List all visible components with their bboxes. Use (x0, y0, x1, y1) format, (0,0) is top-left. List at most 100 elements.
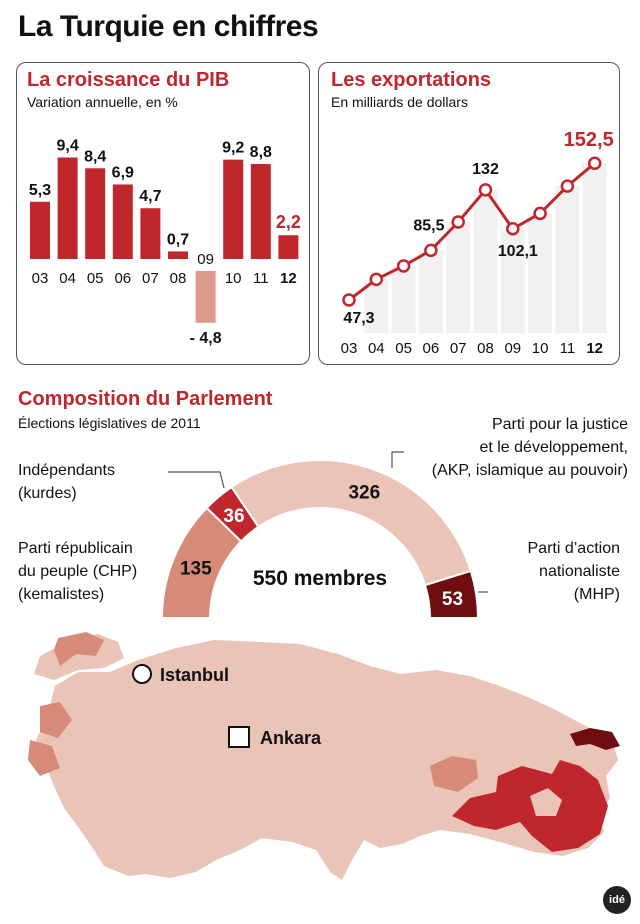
exports-point (506, 222, 520, 236)
turkey-map: Istanbul Ankara (28, 632, 620, 880)
gdp-value-label: - 4,8 (190, 330, 222, 347)
gdp-value-label: 0,7 (167, 231, 189, 248)
gdp-value-label: 9,2 (222, 140, 244, 157)
chp-region-coast (28, 740, 60, 776)
gdp-value-label: 4,7 (139, 188, 161, 205)
gdp-bar (140, 208, 161, 259)
parliament-slice-label: 135 (180, 559, 212, 580)
gdp-bar (112, 184, 133, 259)
akp-pocket (530, 788, 562, 816)
gdp-bar (250, 163, 271, 259)
exports-chart-panel: Les exportations En milliards de dollars… (318, 62, 620, 365)
gdp-category-label: 11 (253, 270, 269, 287)
exports-series-line (348, 162, 596, 302)
exports-value-label: 102,1 (498, 243, 538, 260)
chp-label: Parti républicain du peuple (CHP) (kemal… (18, 537, 137, 606)
exports-category-label: 12 (586, 340, 603, 357)
ind-label-line: (kurdes) (18, 485, 77, 502)
ind-label-line: Indépendants (18, 462, 115, 479)
chp-region-east (430, 756, 478, 792)
exports-category-label: 09 (504, 340, 521, 357)
exports-shade-column (391, 265, 416, 333)
exports-category-label: 03 (341, 340, 358, 357)
gdp-category-label: 08 (170, 270, 187, 287)
akp-label-line: (AKP, islamique au pouvoir) (431, 462, 628, 479)
gdp-bar (278, 235, 299, 259)
exports-point (369, 272, 384, 287)
chp-label-line: Parti républicain (18, 540, 133, 557)
akp-label-line: et le développement, (479, 439, 628, 456)
independents-label: Indépendants (kurdes) (18, 459, 115, 505)
gdp-value-label: 5,3 (29, 182, 51, 199)
mhp-label-line: (MHP) (573, 586, 620, 603)
mhp-region (570, 728, 620, 750)
parliament-slice-label: 36 (223, 506, 244, 527)
exports-value-label: 47,3 (343, 310, 374, 327)
parliament-slice (423, 569, 480, 619)
parliament-title: Composition du Parlement (18, 388, 273, 410)
chp-label-line: du peuple (CHP) (18, 563, 138, 580)
exports-shade-column (582, 163, 607, 333)
gdp-value-label: 8,8 (250, 144, 272, 161)
exports-shade-column (555, 186, 580, 333)
ind-leader-line (168, 471, 225, 489)
istanbul-label: Istanbul (160, 665, 229, 685)
exports-shade-column (446, 222, 471, 333)
chp-label-line: (kemalistes) (18, 586, 105, 603)
exports-category-label: 06 (423, 340, 440, 357)
exports-value-label: 152,5 (564, 129, 614, 151)
gdp-category-label: 09 (197, 251, 214, 268)
exports-category-label: 07 (450, 340, 467, 357)
akp-leader-line (391, 451, 404, 468)
gdp-value-label: 8,4 (84, 148, 106, 165)
turkey-map-shape (36, 640, 618, 880)
exports-point (342, 293, 356, 307)
thrace-region (34, 634, 124, 680)
mhp-label: Parti d’action nationaliste (MHP) (528, 537, 621, 606)
istanbul-marker-icon (132, 664, 152, 684)
gdp-category-label: 07 (142, 270, 159, 287)
gdp-chart-subtitle: Variation annuelle, en % (27, 94, 178, 110)
parliament-total-label: 550 membres (253, 567, 387, 590)
exports-shade-column (364, 279, 389, 333)
chp-region-west (40, 702, 72, 738)
gdp-bar (223, 159, 244, 259)
ankara-label: Ankara (260, 728, 322, 748)
gdp-bar (57, 157, 78, 259)
exports-point (560, 179, 575, 193)
parliament-slice-label: 326 (348, 483, 380, 504)
exports-point (587, 156, 602, 170)
exports-chart-title: Les exportations (331, 69, 492, 91)
akp-label-line: Parti pour la justice (491, 416, 628, 433)
exports-value-label: 132 (472, 161, 499, 178)
exports-category-label: 04 (368, 340, 385, 357)
gdp-bar (85, 168, 106, 259)
gdp-bar (30, 201, 50, 259)
gdp-category-label: 04 (59, 270, 76, 287)
exports-chart-subtitle: En milliards de dollars (331, 94, 468, 110)
gdp-bar (195, 271, 216, 323)
gdp-value-label: 2,2 (276, 212, 301, 232)
gdp-chart-panel: La croissance du PIB Variation annuelle,… (16, 62, 310, 365)
ankara-marker-icon (228, 726, 250, 748)
gdp-bar-chart: 5,3 03 9,4 04 8,4 05 6,9 06 4,7 07 0,7 08 - 4,8 09 9,2… (29, 137, 301, 347)
exports-category-label: 10 (532, 340, 549, 357)
mhp-label-line: nationaliste (539, 563, 620, 580)
exports-line-chart: 47,3 85,5 132 102,1 152,5 03 04 05 06 07 08 09 10 11 1… (341, 129, 614, 357)
parliament-subtitle: Élections législatives de 2011 (18, 415, 201, 431)
exports-point (478, 183, 493, 197)
gdp-bar (168, 251, 188, 259)
exports-category-label: 11 (560, 340, 576, 357)
exports-shade-column (473, 189, 498, 333)
gdp-value-label: 9,4 (56, 137, 78, 154)
gdp-chart-title: La croissance du PIB (27, 69, 230, 91)
publisher-logo: idé (603, 886, 631, 914)
exports-point (424, 243, 438, 258)
exports-shade-column (528, 213, 553, 333)
gdp-category-label: 10 (225, 270, 242, 287)
gdp-category-label: 06 (114, 270, 131, 287)
parliament-slice (230, 459, 473, 587)
gdp-category-label: 12 (280, 270, 297, 287)
exports-point (451, 215, 465, 229)
